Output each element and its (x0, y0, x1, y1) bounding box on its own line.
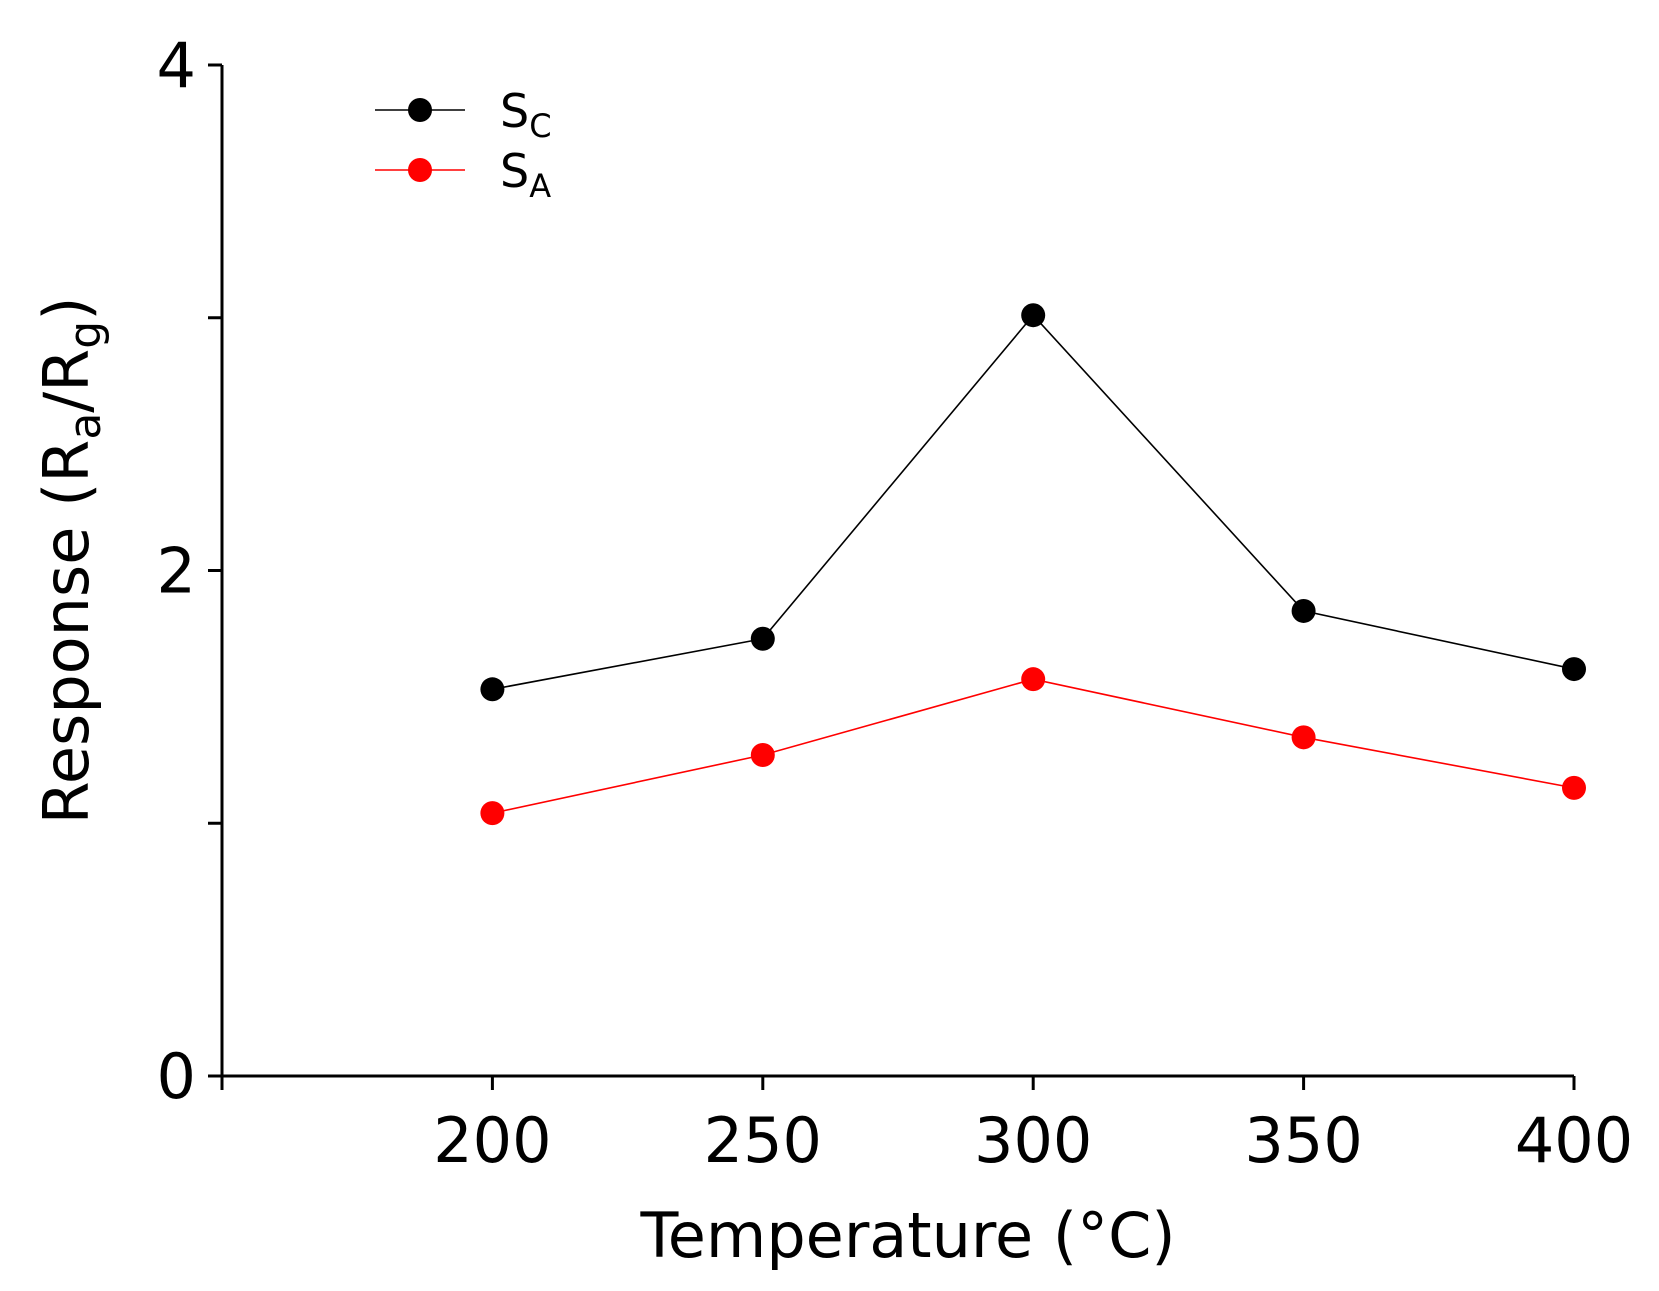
data-point (1291, 725, 1316, 750)
data-point (1562, 657, 1586, 682)
data-point (750, 626, 775, 651)
legend-item-sa: SA (375, 144, 551, 205)
y-tick-label: 4 (157, 29, 196, 102)
data-point (1562, 775, 1586, 800)
y-axis-title: Response (Ra/Rg) (30, 297, 111, 825)
x-tick-label: 400 (1515, 1104, 1633, 1177)
axis-titles: Temperature (°C) Response (Ra/Rg) (30, 297, 1176, 1272)
data-point (1021, 303, 1046, 328)
legend-marker (408, 98, 432, 122)
axes: 0 2 4 200 250 300 350 400 (157, 29, 1634, 1177)
x-axis-title: Temperature (°C) (639, 1199, 1175, 1272)
data-point (750, 743, 775, 768)
x-tick-label: 250 (704, 1104, 822, 1177)
data-point (1291, 598, 1316, 623)
x-tick-label: 200 (433, 1104, 551, 1177)
data-point (480, 801, 505, 826)
y-tick-label: 0 (157, 1040, 196, 1113)
series-line (492, 678, 1575, 814)
x-tick-label: 300 (974, 1104, 1092, 1177)
series-line (492, 314, 1575, 691)
y-tick-label: 2 (157, 535, 196, 608)
series-sa (480, 667, 1586, 826)
series-sc (480, 303, 1586, 702)
data-point (1021, 667, 1046, 692)
x-tick-label: 350 (1244, 1104, 1362, 1177)
legend-label: SC (500, 84, 552, 145)
data-point (480, 677, 505, 702)
legend-marker (408, 158, 432, 182)
legend-label: SA (500, 144, 551, 205)
series-layer (480, 303, 1586, 826)
legend-item-sc: SC (375, 84, 552, 145)
